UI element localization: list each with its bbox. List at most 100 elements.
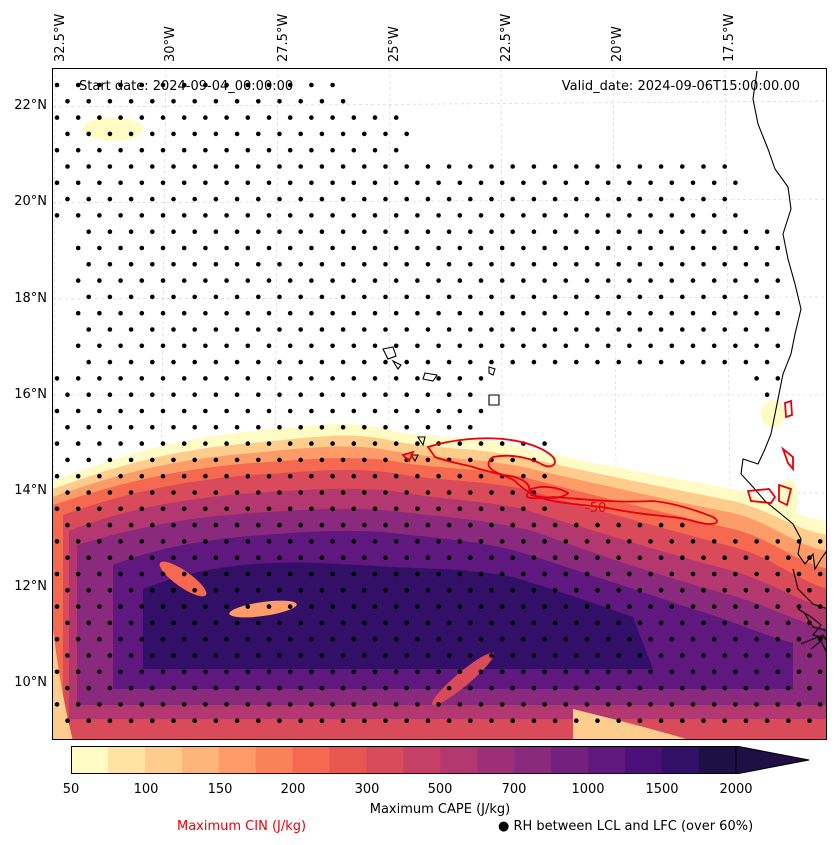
colorbar-swatch [181,746,220,774]
rh-dot [128,99,134,104]
rh-dot [181,278,187,283]
rh-dot [648,278,653,283]
rh-dot [330,147,335,153]
rh-dot [234,620,240,626]
rh-dot [351,310,357,316]
rh-dot [468,164,473,169]
rh-dot [415,278,420,283]
rh-dot [340,359,346,365]
rh-dot [627,571,632,577]
rh-dot [192,653,197,658]
coastline [382,70,826,653]
rh-dot [277,555,282,560]
rh-dot [446,359,452,365]
rh-dot [224,213,229,218]
rh-dot [256,359,261,365]
rh-dot [669,571,675,577]
rh-dot [743,555,749,560]
rh-dot [584,571,590,577]
rh-dot [277,522,282,528]
rh-dot [786,685,791,691]
rh-dot [489,294,494,300]
rh-dot [224,506,229,512]
rh-dot [234,457,240,463]
rh-dot [362,327,367,332]
rh-dot [118,310,123,316]
rh-dot [213,229,219,234]
rh-dot [743,262,749,267]
rh-dot [658,164,664,169]
rh-dot [150,522,155,528]
rh-dot [733,636,738,642]
rh-dot [542,571,547,577]
rh-dot [362,196,367,202]
rh-dot [775,636,781,642]
colorbar-swatch [477,746,515,774]
rh-dot [319,718,325,723]
rh-dot [669,604,675,609]
colorbar-swatch [440,746,478,774]
rh-dot [722,620,727,626]
rh-dot [75,82,81,88]
rh-dot [542,473,547,479]
rh-dot [383,359,388,365]
rh-dot [150,425,155,430]
rh-dot [203,441,208,446]
rh-dot [309,473,314,479]
rh-dot [510,327,515,332]
rh-dot [351,702,357,707]
rh-dot [372,213,378,218]
rh-dot [234,262,240,267]
rh-dot [711,278,717,283]
rh-dot [499,539,505,544]
rh-dot [436,636,441,642]
rh-dot [764,555,770,560]
rh-dot [266,82,272,88]
rh-dot [446,392,452,398]
rh-dot [468,685,473,691]
rh-dot [277,425,282,430]
rh-dot [658,588,664,593]
rh-dot [521,702,526,707]
rh-dot [468,229,473,234]
rh-dot [552,294,558,300]
rh-dot [786,588,791,593]
rh-dot [224,245,229,251]
colorbar-swatch [514,746,552,774]
rh-dot [499,441,505,446]
rh-dot [542,441,547,446]
rh-dot [139,82,145,88]
lon-label-27.5w: 27.5°W [276,13,291,62]
rh-dot [97,702,102,707]
rh-dot [680,718,685,723]
rh-dot [489,522,494,528]
rh-dot [107,490,113,495]
rh-dot [510,718,515,723]
rh-dot [171,685,176,691]
rh-dot [245,310,251,316]
rh-dot [54,669,60,675]
rh-dot [563,343,569,349]
rh-dot [468,457,473,463]
rh-dot [245,180,251,186]
rh-dot [192,164,197,169]
rh-dot [446,327,452,332]
rh-dot [224,310,229,316]
rh-dot [266,539,272,544]
rh-dot [65,196,70,202]
rh-dot [605,571,611,577]
rh-dot [775,245,781,251]
rh-dot [404,392,410,398]
rh-dot [150,262,155,267]
rh-dot [531,164,537,169]
rh-dot [764,392,770,398]
rh-dot [489,718,494,723]
rh-dot [404,327,410,332]
rh-dot [340,457,346,463]
rh-dot [796,702,802,707]
rh-dot [224,441,229,446]
rh-dot [425,457,431,463]
rh-dot [521,571,526,577]
rh-dot [521,245,526,251]
rh-dot [245,571,251,577]
